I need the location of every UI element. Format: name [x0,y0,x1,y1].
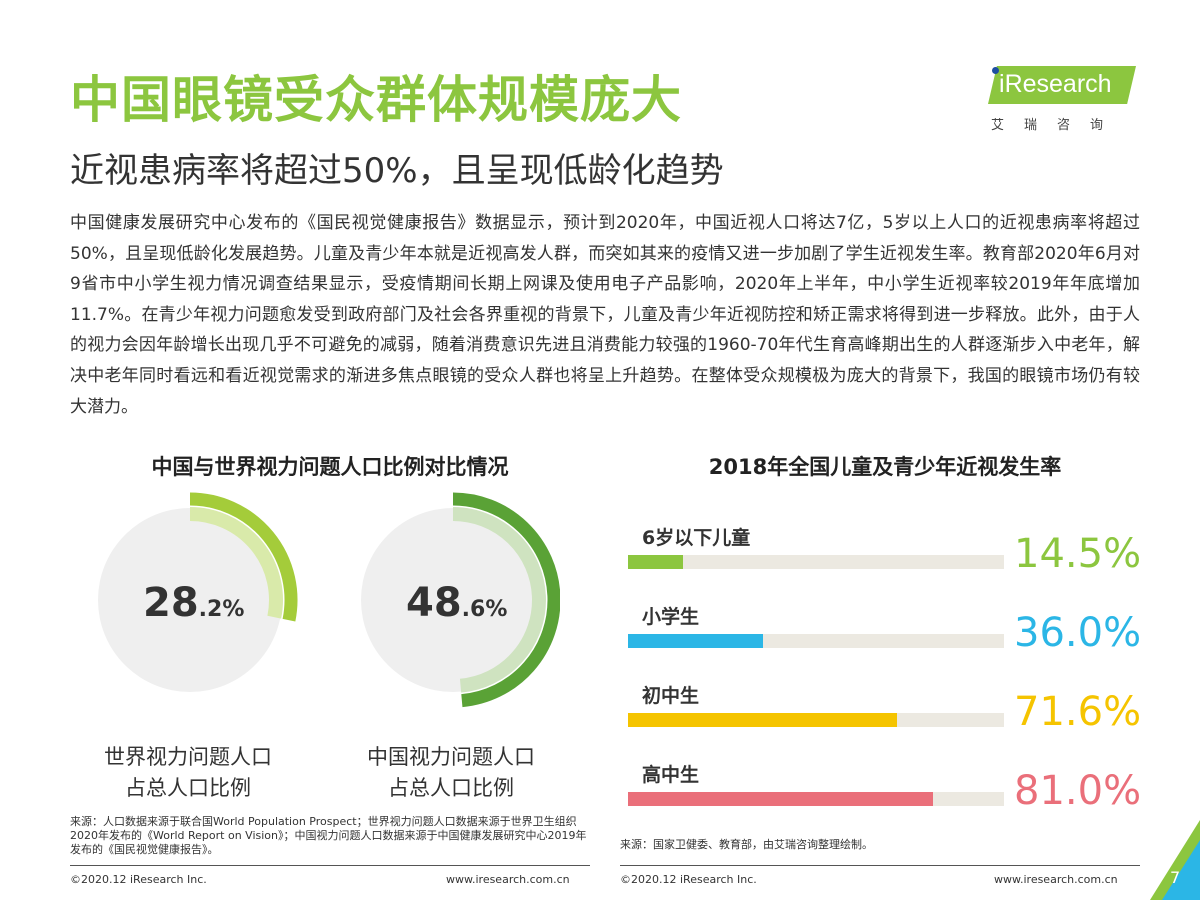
logo-chinese: 艾瑞咨询 [991,118,1124,133]
page-number: 7 [1170,868,1181,887]
donut-china-inner-arc [452,507,546,693]
donut-world-inner-arc [189,507,283,619]
bar-value-label: 81.0% [1014,768,1142,814]
bar-category-label: 6岁以下儿童 [642,527,751,549]
footer-divider-left [70,865,590,866]
bar-fill [628,634,764,648]
donut-value-world-dec: .2% [198,597,245,622]
page-title: 中国眼镜受众群体规模庞大 [70,71,682,129]
bar-fill [628,713,898,727]
bar-fill [628,555,683,569]
donut-value-china: 48.6% [406,580,507,626]
bar-row: 高中生 81.0% [620,752,1142,832]
bar-category-label: 高中生 [642,764,700,786]
logo-i-dot [992,67,999,74]
donut-label-china-line1: 中国视力问题人口 [367,745,535,769]
donut-label-world-line2: 占总人口比例 [125,776,251,800]
footer-copyright-left: ©2020.12 iResearch Inc. [70,873,207,886]
footer-url-right: www.iresearch.com.cn [994,873,1118,886]
bar-row: 初中生 71.6% [620,673,1142,753]
iresearch-logo: iResearch 艾瑞咨询 [985,60,1145,140]
bar-track [628,713,1004,727]
donut-chart-title: 中国与世界视力问题人口比例对比情况 [151,455,509,479]
donut-world-background [98,508,282,692]
donut-label-world-line1: 世界视力问题人口 [104,745,272,769]
donut-label-china: 中国视力问题人口 占总人口比例 [331,742,571,804]
logo-background [988,66,1136,104]
footer-divider-right [620,865,1140,866]
logo-text: iResearch [999,70,1112,98]
donut-chart [98,492,560,708]
bar-value-label: 71.6% [1014,689,1142,735]
bar-category-label: 初中生 [642,685,700,707]
donut-value-china-dec: .6% [461,597,508,622]
donut-label-china-line2: 占总人口比例 [388,776,514,800]
bar-track [628,555,1004,569]
donut-china-background [361,508,545,692]
bar-value-label: 36.0% [1014,610,1142,656]
donut-china-arc [452,492,560,708]
footer-copyright-right: ©2020.12 iResearch Inc. [620,873,757,886]
bar-row: 6岁以下儿童 14.5% [620,515,1142,595]
bar-fill [628,792,933,806]
donut-value-world-int: 28 [143,580,199,626]
donut-world-arc [189,492,298,622]
donut-value-world: 28.2% [143,580,244,626]
donut-value-china-int: 48 [406,580,462,626]
bar-row: 小学生 36.0% [620,594,1142,674]
corner-decoration [1150,820,1200,900]
bar-category-label: 小学生 [642,606,700,628]
logo-word: Research [1004,70,1112,98]
bar-track [628,792,1004,806]
bar-chart-title: 2018年全国儿童及青少年近视发生率 [708,455,1062,479]
footer-url-left: www.iresearch.com.cn [446,873,570,886]
bar-chart: 6岁以下儿童 14.5% 小学生 36.0% 初中生 71.6% 高中生 81.0% [620,515,1142,835]
bar-value-label: 14.5% [1014,531,1142,577]
page-subtitle: 近视患病率将超过50%，且呈现低龄化趋势 [70,151,724,191]
bar-track [628,634,1004,648]
left-source-note: 来源：人口数据来源于联合国World Population Prospect；世… [70,815,587,856]
donut-label-world: 世界视力问题人口 占总人口比例 [68,742,308,804]
corner-triangle-blue [1162,840,1200,900]
body-paragraph: 中国健康发展研究中心发布的《国民视觉健康报告》数据显示，预计到2020年，中国近… [70,213,1140,417]
right-source-note: 来源：国家卫健委、教育部，由艾瑞咨询整理绘制。 [620,838,873,851]
